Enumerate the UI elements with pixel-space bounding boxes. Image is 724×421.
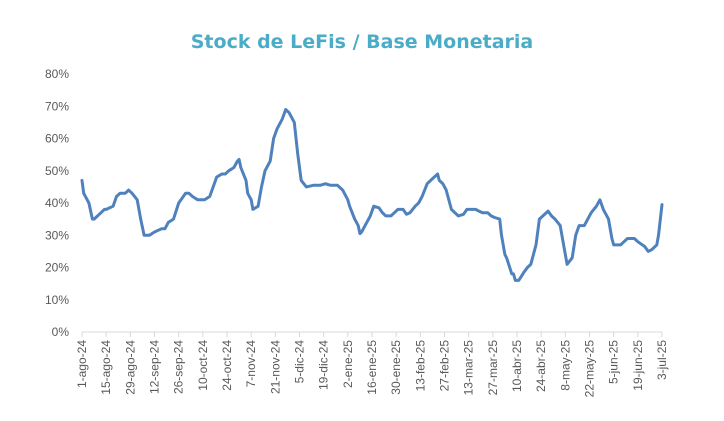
x-tick-label: 19-jun-25 (631, 340, 645, 391)
series-group (80, 108, 664, 282)
x-tick-label: 26-sep-24 (172, 340, 186, 394)
x-tick-label: 5-dic-24 (293, 340, 307, 384)
x-tick-label: 5-jun-25 (607, 340, 621, 384)
x-tick-label: 1-ago-24 (75, 340, 89, 388)
x-tick-label: 8-may-25 (558, 340, 572, 391)
series-line (80, 108, 664, 282)
x-tick-label: 30-ene-25 (389, 340, 403, 395)
x-tick-label: 24-oct-24 (220, 340, 234, 391)
y-tick-label: 30% (45, 228, 69, 242)
x-tick-label: 27-feb-25 (438, 340, 452, 392)
x-tick-label: 27-mar-25 (486, 340, 500, 396)
y-tick-label: 0% (52, 325, 70, 339)
x-tick-label: 13-feb-25 (413, 340, 427, 392)
x-tick-label: 3-jul-25 (655, 340, 669, 380)
x-tick-label: 24-abr-25 (534, 340, 548, 392)
x-axis: 1-ago-24 15-ago-24 29-ago-24 12-sep-24 26-se… (75, 331, 669, 398)
x-tick-label: 10-oct-24 (196, 340, 210, 391)
x-tick-label: 12-sep-24 (148, 340, 162, 394)
y-tick-label: 40% (45, 196, 69, 210)
y-tick-label: 20% (45, 261, 69, 275)
x-tick-label: 13-mar-25 (462, 340, 476, 396)
x-tick-label: 29-ago-24 (123, 340, 137, 395)
chart-title: Stock de LeFis / Base Monetaria (190, 31, 534, 53)
x-tick-label: 15-ago-24 (99, 340, 113, 395)
x-tick-label: 2-ene-25 (341, 340, 355, 388)
x-tick-label: 22-may-25 (583, 340, 597, 398)
y-tick-label: 50% (45, 164, 69, 178)
x-tick-label: 16-ene-25 (365, 340, 379, 395)
y-axis: 0% 10% 20% 30% 40% 50% 60% 70% 80% (45, 67, 69, 339)
x-tick-label: 7-nov-24 (244, 340, 258, 388)
x-tick-label: 10-abr-25 (510, 340, 524, 392)
y-tick-label: 80% (45, 67, 69, 81)
x-tick-label: 21-nov-24 (268, 340, 282, 394)
y-tick-label: 60% (45, 132, 69, 146)
y-tick-label: 70% (45, 99, 69, 113)
x-tick-label: 19-dic-24 (317, 340, 331, 390)
y-tick-label: 10% (45, 293, 69, 307)
